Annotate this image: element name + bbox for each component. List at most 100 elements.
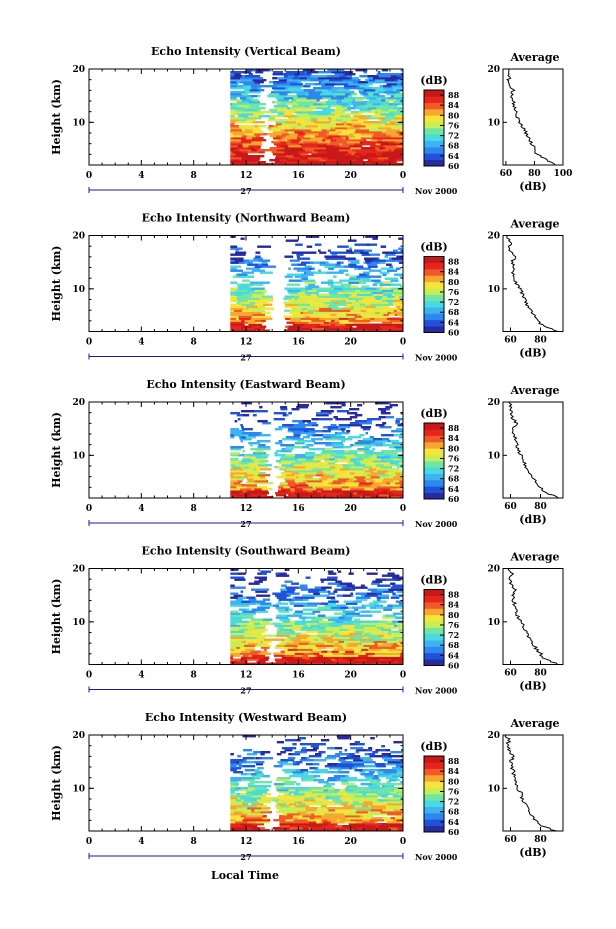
heatmap-cell <box>321 111 332 114</box>
heatmap-cell <box>359 791 367 794</box>
x-tick-label: 0 <box>86 671 92 681</box>
heatmap-cell <box>339 472 351 475</box>
heatmap-cell <box>237 275 246 278</box>
heatmap-cell <box>394 273 404 276</box>
heatmap-cell <box>350 251 355 254</box>
heatmap-cell <box>336 819 341 822</box>
heatmap-cell <box>248 785 260 788</box>
x-tick-label: 4 <box>138 171 144 181</box>
heatmap-cell <box>339 819 351 822</box>
heatmap-cell <box>329 295 343 298</box>
heatmap-cell <box>333 640 339 643</box>
heatmap-cell <box>319 251 327 254</box>
heatmap-cell <box>281 123 291 126</box>
heatmap-cell <box>387 572 395 575</box>
heatmap-cell <box>261 490 264 493</box>
heatmap-cell <box>346 584 355 587</box>
heatmap-cell <box>278 490 287 493</box>
heatmap-cell <box>314 135 329 138</box>
heatmap-cell <box>284 255 294 258</box>
heatmap-cell <box>230 622 237 625</box>
heatmap-cell <box>348 801 354 804</box>
heatmap-cell <box>267 119 280 122</box>
heatmap-cell <box>248 628 261 631</box>
heatmap-cell <box>369 813 378 816</box>
heatmap-cell <box>244 492 250 495</box>
heatmap-cell <box>251 490 259 493</box>
heatmap-cell <box>230 247 243 250</box>
heatmap-cell <box>371 582 380 585</box>
heatmap-cell <box>356 598 368 601</box>
heatmap-cell <box>247 813 255 816</box>
heatmap-cell <box>273 765 283 768</box>
heatmap-cell <box>230 135 243 138</box>
heatmap-cell <box>275 606 285 609</box>
heatmap-cell <box>363 279 372 282</box>
heatmap-cell <box>372 482 387 485</box>
heatmap-cell <box>291 430 304 433</box>
heatmap-cell <box>387 761 401 764</box>
heatmap-cell <box>386 129 389 132</box>
heatmap-cell <box>308 113 317 116</box>
heatmap-cell <box>291 753 301 756</box>
heatmap-cell <box>341 486 349 489</box>
heatmap-cell <box>325 147 334 150</box>
heatmap-cell <box>390 95 395 98</box>
heatmap-cell <box>311 771 320 774</box>
heatmap-cell <box>275 123 282 126</box>
heatmap-cell <box>379 145 384 148</box>
heatmap-cell <box>321 157 329 160</box>
heatmap-cell <box>373 155 388 158</box>
heatmap-cell <box>230 781 238 784</box>
heatmap-cell <box>330 454 344 457</box>
heatmap-cell <box>360 143 372 146</box>
heatmap-cell <box>314 83 326 86</box>
heatmap-cell <box>230 265 241 268</box>
heatmap-cell <box>319 123 327 126</box>
heatmap-cell <box>233 253 246 256</box>
panel-4-colorbar-label: (dB) <box>420 740 447 753</box>
heatmap-cell <box>364 626 378 629</box>
heatmap-cell <box>342 143 355 146</box>
heatmap-cell <box>327 75 340 78</box>
heatmap-cell <box>355 69 368 72</box>
heatmap-cell <box>251 75 261 78</box>
heatmap-cell <box>384 255 389 258</box>
heatmap-cell <box>249 644 256 647</box>
heatmap-cell <box>345 476 355 479</box>
heatmap-cell <box>253 107 266 110</box>
heatmap-cell <box>236 793 241 796</box>
heatmap-cell <box>378 464 384 467</box>
heatmap-cell <box>297 327 310 330</box>
heatmap-cell <box>318 650 322 653</box>
heatmap-cell <box>238 299 248 302</box>
heatmap-cell <box>306 829 311 832</box>
heatmap-cell <box>334 456 347 459</box>
heatmap-cell <box>290 107 304 110</box>
heatmap-cell <box>353 462 361 465</box>
heatmap-cell <box>390 143 404 146</box>
heatmap-cell <box>329 155 342 158</box>
heatmap-cell <box>324 823 328 826</box>
heatmap-cell <box>241 426 244 429</box>
heatmap-cell <box>276 630 282 633</box>
heatmap-cell <box>348 606 353 609</box>
heatmap-cell <box>310 119 318 122</box>
heatmap-cell <box>386 805 389 808</box>
heatmap-cell <box>314 285 320 288</box>
heatmap-cell <box>370 472 381 475</box>
heatmap-cell <box>250 638 265 641</box>
heatmap-cell <box>369 325 381 328</box>
heatmap-cell <box>242 434 249 437</box>
heatmap-cell <box>323 488 331 491</box>
heatmap-cell <box>293 267 306 270</box>
heatmap-cell <box>313 456 325 459</box>
heatmap-cell <box>252 452 266 455</box>
heatmap-cell <box>376 456 390 459</box>
heatmap-cell <box>368 620 380 623</box>
heatmap-cell <box>317 125 325 128</box>
heatmap-cell <box>262 620 270 623</box>
heatmap-cell <box>230 480 238 483</box>
heatmap-cell <box>364 604 375 607</box>
heatmap-cell <box>346 249 353 252</box>
